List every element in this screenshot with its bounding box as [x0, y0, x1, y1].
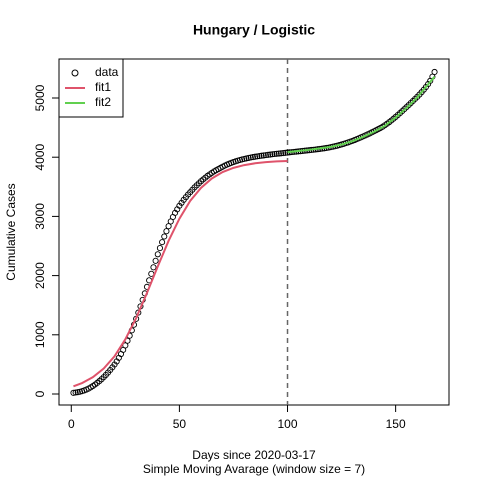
x-tick-label: 0: [68, 417, 75, 431]
data-point: [159, 239, 166, 246]
y-tick-label: 2000: [33, 262, 47, 289]
data-point: [163, 228, 170, 235]
x-tick-label: 150: [386, 417, 406, 431]
data-point: [431, 68, 438, 76]
data-point: [260, 152, 267, 159]
data-point: [280, 150, 287, 157]
data-point: [271, 150, 278, 158]
data-point: [70, 389, 77, 396]
y-tick-label: 5000: [33, 84, 47, 111]
fit-line: [287, 76, 436, 154]
legend-label: fit1: [95, 80, 111, 94]
data-point: [247, 154, 254, 161]
data-point: [249, 154, 256, 161]
x-tick-label: 100: [278, 417, 298, 431]
data-point: [150, 264, 157, 271]
data-point: [273, 150, 280, 157]
data-point: [258, 152, 265, 159]
data-point: [152, 257, 159, 264]
data-point: [245, 154, 252, 161]
legend-label: data: [95, 65, 119, 79]
y-tick-label: 0: [33, 390, 47, 397]
data-point: [154, 251, 161, 258]
chart-title: Hungary / Logistic: [193, 22, 315, 38]
data-point: [156, 245, 163, 252]
data-point: [256, 152, 263, 160]
data-point: [267, 151, 274, 158]
y-axis-label: Cumulative Cases: [4, 183, 18, 280]
data-point: [254, 153, 261, 160]
data-point: [262, 152, 269, 159]
x-axis-label: Days since 2020-03-17: [192, 448, 316, 462]
data-point: [161, 233, 168, 240]
y-tick-label: 4000: [33, 144, 47, 171]
data-point: [252, 153, 259, 160]
data-point: [277, 150, 285, 157]
legend-symbol: [71, 69, 79, 77]
y-tick-label: 3000: [33, 203, 47, 230]
data-point: [72, 389, 79, 396]
data-point: [265, 151, 272, 158]
legend-label: fit2: [95, 95, 111, 109]
data-point: [269, 151, 276, 158]
x-tick-label: 50: [173, 417, 187, 431]
x-axis-subtitle: Simple Moving Avarage (window size = 7): [143, 462, 365, 476]
y-tick-label: 1000: [33, 321, 47, 348]
fit-line: [73, 159, 288, 388]
data-point: [275, 150, 282, 157]
